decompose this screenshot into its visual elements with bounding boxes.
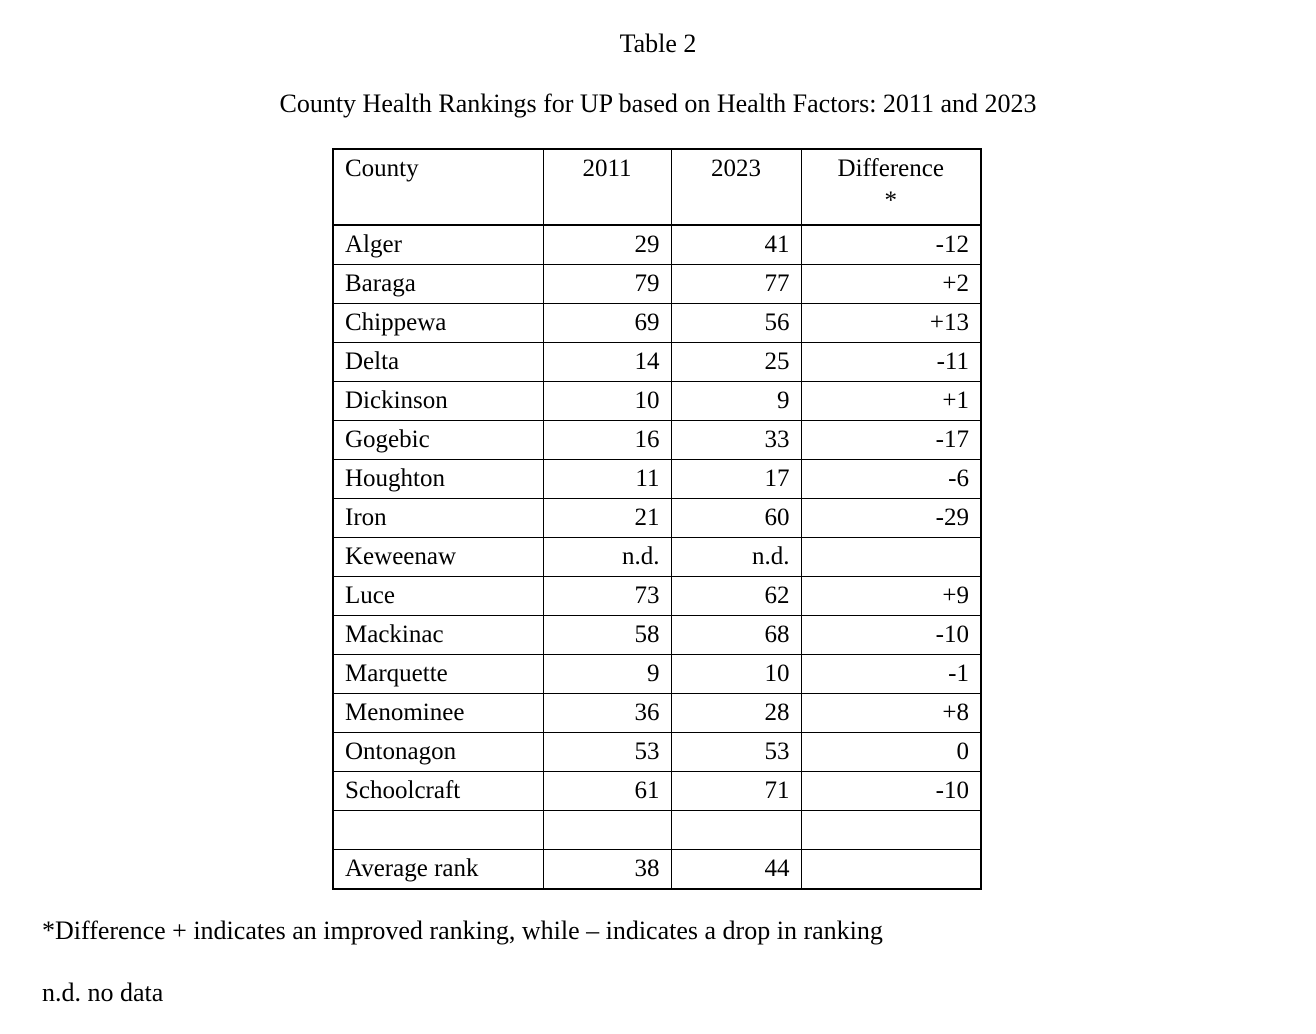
difference-cell: +1	[800, 381, 982, 421]
table-row: Gogebic 16 33 -17	[332, 420, 982, 460]
rank-2011-cell: 9	[542, 654, 672, 694]
table-caption: County Health Rankings for UP based on H…	[279, 89, 1037, 118]
average-rank-2011-cell: 38	[542, 849, 672, 890]
rank-2023-cell: 56	[670, 303, 802, 343]
county-name-cell: Alger	[332, 224, 544, 265]
average-rank-row: Average rank 38 44	[332, 849, 982, 890]
rank-2011-cell: 79	[542, 264, 672, 304]
county-name-cell: Marquette	[332, 654, 544, 694]
rank-2023-cell: 10	[670, 654, 802, 694]
county-name-cell: Chippewa	[332, 303, 544, 343]
average-rank-label-cell: Average rank	[332, 849, 544, 890]
table-row: Chippewa 69 56 +13	[332, 303, 982, 343]
asterisk-marker: *	[884, 187, 898, 214]
empty-spacer-row	[332, 810, 982, 850]
table-header-row: County 2011 2023 Difference *	[332, 148, 982, 226]
average-rank-difference-cell	[800, 849, 982, 890]
difference-cell: -6	[800, 459, 982, 499]
difference-cell: +8	[800, 693, 982, 733]
empty-cell	[800, 810, 982, 850]
county-name-cell: Baraga	[332, 264, 544, 304]
table-row: Menominee 36 28 +8	[332, 693, 982, 733]
rank-2023-cell: 62	[670, 576, 802, 616]
county-name-cell: Ontonagon	[332, 732, 544, 772]
difference-cell	[800, 537, 982, 577]
table-row: Keweenaw n.d. n.d.	[332, 537, 982, 577]
county-name-cell: Houghton	[332, 459, 544, 499]
difference-cell: +13	[800, 303, 982, 343]
rank-2023-cell: 9	[670, 381, 802, 421]
column-header-county: County	[332, 148, 544, 226]
difference-label: Difference	[837, 155, 944, 182]
difference-cell: -10	[800, 615, 982, 655]
rank-2011-cell: 36	[542, 693, 672, 733]
county-name-cell: Delta	[332, 342, 544, 382]
difference-cell: -12	[800, 224, 982, 265]
rank-2023-cell: 77	[670, 264, 802, 304]
difference-cell: 0	[800, 732, 982, 772]
rank-2011-cell: 73	[542, 576, 672, 616]
rank-2023-cell: 33	[670, 420, 802, 460]
rank-2011-cell: 58	[542, 615, 672, 655]
table-row: Mackinac 58 68 -10	[332, 615, 982, 655]
empty-cell	[332, 810, 544, 850]
table-row: Iron 21 60 -29	[332, 498, 982, 538]
rank-2023-cell: 53	[670, 732, 802, 772]
difference-cell: -11	[800, 342, 982, 382]
county-name-cell: Gogebic	[332, 420, 544, 460]
rank-2011-cell: 16	[542, 420, 672, 460]
rank-2011-cell: 14	[542, 342, 672, 382]
table-row: Dickinson 10 9 +1	[332, 381, 982, 421]
difference-cell: -29	[800, 498, 982, 538]
rank-2011-cell: 69	[542, 303, 672, 343]
county-name-cell: Luce	[332, 576, 544, 616]
difference-cell: +2	[800, 264, 982, 304]
county-health-rankings-table: County 2011 2023 Difference * Alger 29 4…	[332, 148, 982, 890]
county-name-cell: Dickinson	[332, 381, 544, 421]
rank-2023-cell: 17	[670, 459, 802, 499]
difference-cell: -1	[800, 654, 982, 694]
column-header-2011: 2011	[542, 148, 672, 226]
rank-2023-cell: 71	[670, 771, 802, 811]
rank-2011-cell: 29	[542, 224, 672, 265]
empty-cell	[670, 810, 802, 850]
rank-2023-cell: n.d.	[670, 537, 802, 577]
table-row: Delta 14 25 -11	[332, 342, 982, 382]
difference-cell: -17	[800, 420, 982, 460]
difference-cell: +9	[800, 576, 982, 616]
county-name-cell: Iron	[332, 498, 544, 538]
rank-2011-cell: 10	[542, 381, 672, 421]
rank-2011-cell: 61	[542, 771, 672, 811]
rank-2023-cell: 68	[670, 615, 802, 655]
table-row: Luce 73 62 +9	[332, 576, 982, 616]
table-row: Marquette 9 10 -1	[332, 654, 982, 694]
rank-2023-cell: 28	[670, 693, 802, 733]
table-row: Ontonagon 53 53 0	[332, 732, 982, 772]
column-header-2023: 2023	[670, 148, 802, 226]
rank-2011-cell: n.d.	[542, 537, 672, 577]
table-row: Schoolcraft 61 71 -10	[332, 771, 982, 811]
difference-footnote: *Difference + indicates an improved rank…	[42, 916, 883, 945]
rank-2011-cell: 53	[542, 732, 672, 772]
table-number-title: Table 2	[619, 29, 697, 58]
rank-2011-cell: 11	[542, 459, 672, 499]
table-row: Baraga 79 77 +2	[332, 264, 982, 304]
county-name-cell: Mackinac	[332, 615, 544, 655]
difference-cell: -10	[800, 771, 982, 811]
average-rank-2023-cell: 44	[670, 849, 802, 890]
nd-footnote: n.d. no data	[42, 978, 164, 1007]
table-row: Houghton 11 17 -6	[332, 459, 982, 499]
county-name-cell: Schoolcraft	[332, 771, 544, 811]
column-header-difference: Difference *	[800, 148, 982, 226]
county-name-cell: Menominee	[332, 693, 544, 733]
rank-2011-cell: 21	[542, 498, 672, 538]
rank-2023-cell: 41	[670, 224, 802, 265]
table-row: Alger 29 41 -12	[332, 224, 982, 265]
rank-2023-cell: 25	[670, 342, 802, 382]
county-name-cell: Keweenaw	[332, 537, 544, 577]
rank-2023-cell: 60	[670, 498, 802, 538]
empty-cell	[542, 810, 672, 850]
